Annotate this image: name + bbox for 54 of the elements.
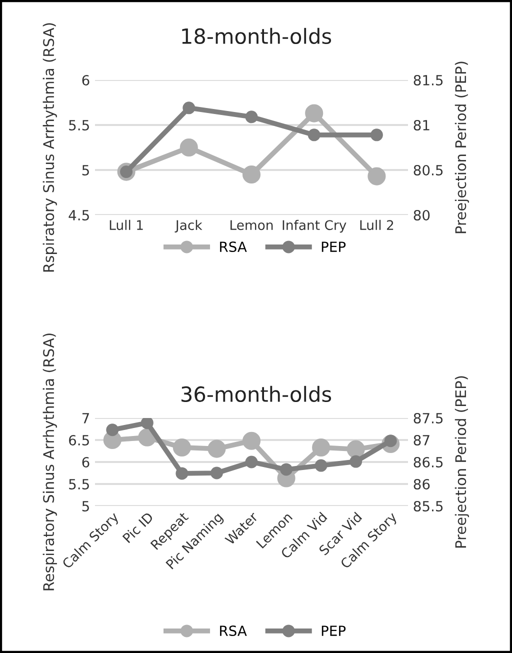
y2-axis-title: Preejection Period (PEP) <box>454 62 470 234</box>
point <box>106 424 119 436</box>
point <box>308 128 320 142</box>
point <box>140 418 154 430</box>
y2-tick-label: 86 <box>414 478 430 490</box>
point <box>370 128 383 142</box>
legend-label: RSA <box>220 242 247 252</box>
point <box>242 165 261 184</box>
y2-tick-label: 80.5 <box>414 164 443 176</box>
y-tick-label: 5.5 <box>69 479 89 490</box>
point <box>305 104 324 122</box>
y-tick-label: 5.5 <box>69 120 89 130</box>
y2-tick-label: 87.5 <box>414 412 443 424</box>
point <box>245 456 258 468</box>
x-tick-label: Jack <box>174 220 202 233</box>
point <box>314 459 328 472</box>
point <box>312 438 330 457</box>
y-tick-label: 6.5 <box>69 434 89 446</box>
legend-label: PEP <box>322 626 346 636</box>
y-axis-title: Respiratory Sinus Arrhythmia (RSA) <box>42 334 57 590</box>
y-tick-label: 6 <box>82 456 90 468</box>
y-tick-label: 7 <box>82 413 89 424</box>
x-tick-label: Infant Cry <box>282 220 346 233</box>
y-tick-label: 6 <box>82 74 90 86</box>
point <box>346 440 365 458</box>
x-tick-label: Lull 2 <box>360 220 394 230</box>
point <box>180 138 198 157</box>
y2-tick-label: 81.5 <box>414 74 443 86</box>
point <box>280 463 293 476</box>
point <box>176 467 188 480</box>
y2-axis-title: Preejection Period (PEP) <box>454 376 470 548</box>
y-tick-label: 4.5 <box>68 210 89 220</box>
legend-label: PEP <box>322 242 346 252</box>
point <box>182 102 196 114</box>
legend-label: RSA <box>220 626 247 636</box>
y2-tick-label: 86.5 <box>414 456 443 468</box>
x-tick-label: Lull 1 <box>110 220 143 230</box>
y2-tick-label: 80 <box>414 210 430 220</box>
chart-title: 36-month-olds <box>182 386 332 402</box>
point <box>242 432 261 450</box>
point <box>245 110 258 124</box>
point <box>368 167 386 186</box>
point <box>210 466 223 480</box>
point <box>172 438 191 457</box>
point <box>208 440 226 458</box>
chart-title: 18-month-olds <box>182 28 332 44</box>
y-tick-label: 5 <box>82 165 89 176</box>
point <box>350 455 362 468</box>
x-tick-label: Lemon <box>230 220 273 230</box>
y2-tick-label: 81 <box>414 120 430 130</box>
y2-tick-label: 85.5 <box>414 500 443 512</box>
y-axis-title: Rspiratory Sinus Arrhythmia (RSA) <box>42 23 57 272</box>
y-tick-label: 5 <box>82 501 89 512</box>
y2-tick-label: 87 <box>414 434 430 446</box>
